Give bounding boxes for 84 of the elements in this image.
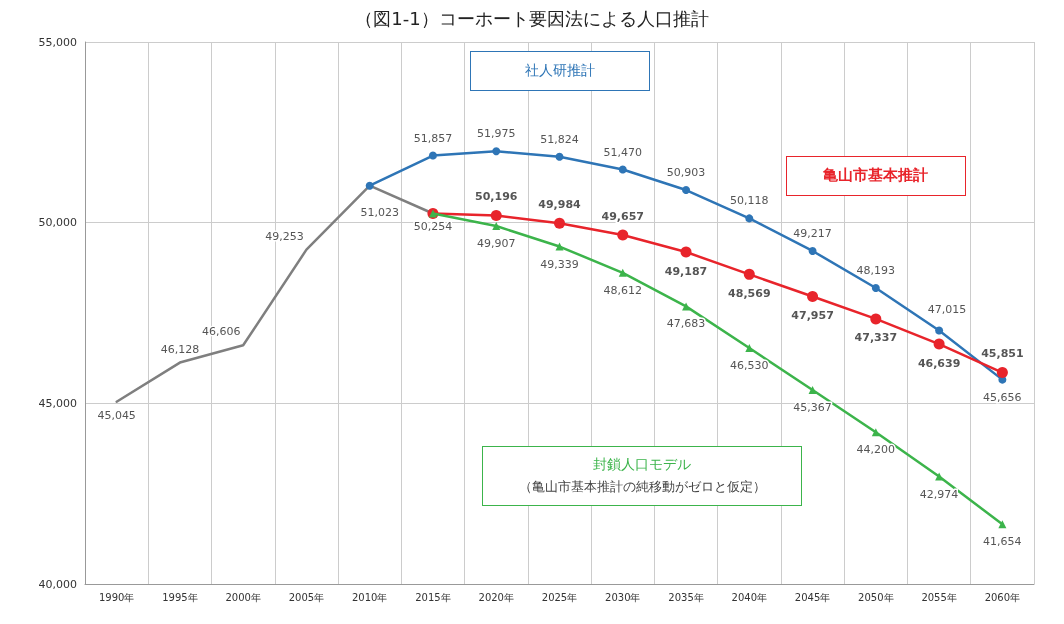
- point: [618, 165, 627, 174]
- point: [555, 152, 564, 161]
- chart-title: （図1-1）コーホート要因法による人口推計: [355, 7, 709, 29]
- x-tick-label: 2000年: [225, 591, 261, 603]
- point: [933, 338, 945, 350]
- point: [808, 386, 817, 395]
- data-label: 47,015: [927, 302, 967, 316]
- data-label: 51,857: [413, 131, 453, 145]
- x-tick-label: 2010年: [351, 591, 388, 603]
- point: [365, 181, 374, 190]
- data-label: 47,957: [791, 308, 834, 322]
- x-tick-label: 2055年: [921, 591, 957, 603]
- point: [617, 229, 629, 241]
- data-label: 49,984: [538, 197, 582, 211]
- data-label: 47,337: [854, 331, 898, 345]
- point: [871, 283, 880, 292]
- point: [745, 214, 754, 223]
- data-label: 48,569: [728, 286, 771, 300]
- data-label: 46,639: [917, 356, 961, 370]
- y-tick-label: 50,000: [38, 216, 77, 230]
- x-tick-label: 2025年: [541, 591, 578, 603]
- point: [492, 147, 501, 156]
- point: [618, 268, 627, 277]
- x-tick-label: 2020年: [478, 591, 514, 603]
- data-label: 48,193: [856, 263, 896, 277]
- data-label: 48,612: [603, 283, 643, 297]
- data-label: 42,974: [919, 487, 959, 501]
- x-tick-label: 1995年: [162, 591, 198, 603]
- point: [807, 290, 819, 302]
- x-tick-label: 2005年: [288, 591, 325, 603]
- x-tick-label: 2030年: [605, 591, 641, 603]
- data-label: 49,339: [540, 257, 579, 271]
- annotation: （亀山市基本推計の純移動がゼロと仮定）: [518, 477, 766, 496]
- data-label: 49,187: [664, 264, 708, 278]
- data-label: 49,217: [793, 226, 832, 240]
- point: [682, 302, 691, 311]
- callout-box: 社人研推計: [469, 50, 650, 91]
- callout-box: 封鎖人口モデル （亀山市基本推計の純移動がゼロと仮定）: [482, 445, 803, 506]
- x-tick-label: 2045年: [794, 591, 831, 603]
- point: [490, 210, 502, 222]
- data-label: 46,530: [730, 359, 769, 373]
- point: [682, 186, 691, 195]
- data-label: 51,023: [360, 205, 399, 219]
- data-label: 50,118: [730, 194, 769, 208]
- data-label: 45,851: [981, 347, 1024, 361]
- data-label: 41,654: [983, 535, 1022, 549]
- x-tick-label: 2060年: [984, 591, 1021, 603]
- data-label: 51,975: [476, 127, 516, 141]
- point: [935, 472, 944, 481]
- point: [996, 367, 1008, 379]
- y-tick-label: 40,000: [38, 577, 77, 591]
- data-label: 44,200: [856, 443, 896, 457]
- data-label: 50,196: [475, 190, 518, 204]
- y-tick-label: 55,000: [38, 35, 77, 49]
- x-tick-label: 2040年: [731, 591, 768, 603]
- data-label: 45,045: [97, 408, 136, 422]
- data-label: 46,606: [201, 325, 241, 339]
- x-tick-label: 2050年: [858, 591, 894, 603]
- data-label: 45,656: [983, 390, 1022, 404]
- data-label: 49,253: [265, 229, 304, 243]
- data-label: 51,824: [540, 132, 579, 146]
- point: [745, 344, 754, 353]
- point: [680, 246, 692, 258]
- data-label: 51,470: [603, 145, 643, 159]
- point: [808, 246, 817, 255]
- point: [428, 151, 437, 160]
- data-label: 49,657: [601, 209, 644, 223]
- point: [870, 313, 882, 325]
- data-label: 50,903: [666, 166, 706, 180]
- x-tick-label: 2035年: [668, 591, 704, 603]
- data-label: 47,683: [666, 317, 706, 331]
- callout-box: 亀山市基本推計: [785, 155, 966, 196]
- data-label: 45,367: [793, 401, 832, 415]
- data-label: 50,254: [413, 220, 453, 234]
- point: [935, 326, 944, 335]
- point: [554, 217, 565, 229]
- point: [555, 242, 564, 251]
- data-label: 46,128: [160, 342, 200, 356]
- point: [743, 268, 755, 280]
- data-label: 49,907: [476, 237, 516, 251]
- point: [492, 222, 501, 231]
- x-tick-label: 2015年: [415, 591, 451, 603]
- y-tick-label: 45,000: [38, 396, 77, 410]
- x-tick-label: 1990年: [98, 591, 135, 603]
